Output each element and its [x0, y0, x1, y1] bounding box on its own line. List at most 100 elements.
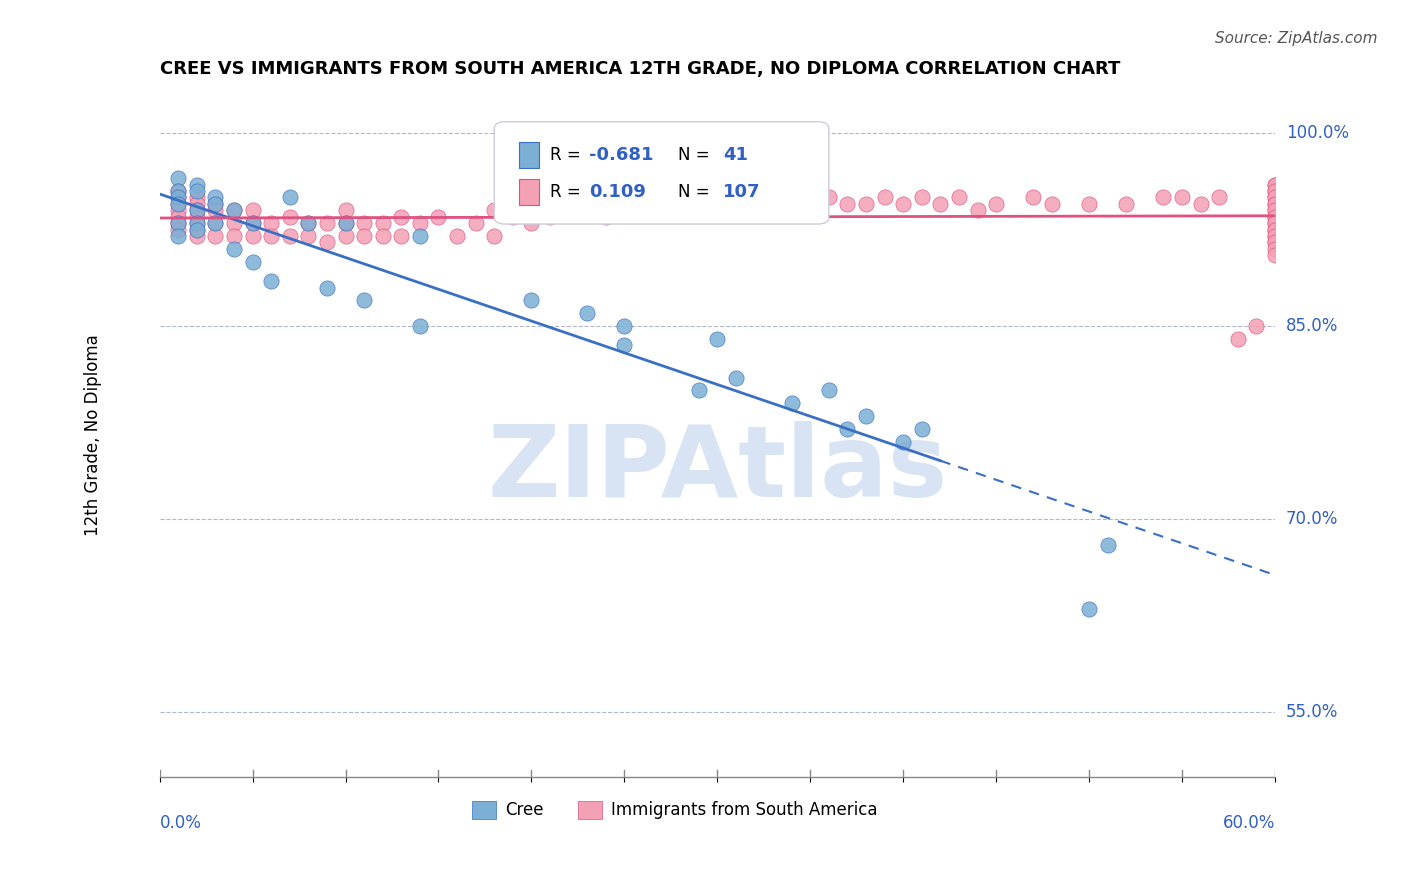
Point: [316, 216, 339, 230]
Point: [409, 216, 432, 230]
Bar: [578, 801, 602, 819]
Point: [167, 216, 190, 230]
Point: [427, 210, 450, 224]
Point: [1264, 203, 1286, 218]
Point: [855, 409, 877, 424]
Point: [1264, 178, 1286, 192]
Point: [762, 190, 785, 204]
Point: [1264, 184, 1286, 198]
Point: [520, 216, 543, 230]
Bar: [472, 801, 496, 819]
Point: [316, 235, 339, 250]
Point: [186, 210, 208, 224]
Point: [186, 178, 208, 192]
Text: 0.0%: 0.0%: [160, 814, 201, 832]
Point: [929, 197, 952, 211]
Point: [186, 229, 208, 244]
Point: [817, 384, 839, 398]
Point: [1264, 229, 1286, 244]
Point: [204, 197, 226, 211]
Point: [911, 190, 934, 204]
Point: [484, 203, 506, 218]
Point: [204, 216, 226, 230]
Point: [242, 254, 264, 268]
Point: [538, 210, 561, 224]
Point: [297, 216, 319, 230]
Point: [557, 203, 579, 218]
Point: [335, 203, 357, 218]
Point: [186, 216, 208, 230]
Point: [260, 274, 283, 288]
Point: [595, 210, 617, 224]
Point: [167, 222, 190, 236]
Bar: [519, 179, 538, 205]
Point: [837, 197, 859, 211]
Point: [222, 203, 245, 218]
Point: [1264, 203, 1286, 218]
Point: [389, 210, 412, 224]
Point: [335, 216, 357, 230]
Point: [1264, 222, 1286, 236]
Point: [167, 203, 190, 218]
Point: [576, 203, 599, 218]
Text: 12th Grade, No Diploma: 12th Grade, No Diploma: [84, 334, 101, 536]
Point: [837, 422, 859, 436]
Point: [1264, 210, 1286, 224]
Text: Source: ZipAtlas.com: Source: ZipAtlas.com: [1215, 31, 1378, 46]
Point: [204, 229, 226, 244]
Point: [186, 203, 208, 218]
Point: [167, 184, 190, 198]
Point: [1264, 184, 1286, 198]
Point: [167, 216, 190, 230]
Point: [651, 197, 673, 211]
Point: [706, 332, 728, 346]
Point: [186, 216, 208, 230]
Point: [966, 203, 988, 218]
Point: [484, 229, 506, 244]
Point: [724, 370, 747, 384]
Point: [1115, 197, 1137, 211]
Point: [576, 306, 599, 320]
Point: [204, 203, 226, 218]
Point: [1097, 538, 1119, 552]
Point: [167, 229, 190, 244]
Point: [1078, 197, 1101, 211]
Point: [1152, 190, 1174, 204]
Point: [1189, 197, 1212, 211]
Point: [167, 197, 190, 211]
Bar: [519, 142, 538, 168]
Point: [669, 197, 692, 211]
Text: Cree: Cree: [505, 801, 544, 819]
Point: [1264, 222, 1286, 236]
FancyBboxPatch shape: [495, 121, 828, 224]
Point: [1264, 197, 1286, 211]
Text: R =: R =: [550, 183, 586, 201]
Point: [222, 203, 245, 218]
Point: [389, 229, 412, 244]
Text: 0.109: 0.109: [589, 183, 645, 201]
Point: [242, 229, 264, 244]
Point: [260, 229, 283, 244]
Point: [1078, 602, 1101, 616]
Point: [520, 293, 543, 308]
Text: 85.0%: 85.0%: [1286, 318, 1339, 335]
Point: [631, 197, 654, 211]
Point: [278, 210, 301, 224]
Text: N =: N =: [678, 183, 716, 201]
Point: [297, 229, 319, 244]
Point: [297, 216, 319, 230]
Point: [446, 229, 468, 244]
Point: [167, 190, 190, 204]
Point: [353, 216, 375, 230]
Point: [613, 319, 636, 334]
Point: [316, 280, 339, 294]
Point: [353, 229, 375, 244]
Point: [222, 242, 245, 256]
Point: [613, 203, 636, 218]
Point: [335, 229, 357, 244]
Point: [371, 216, 394, 230]
Text: 107: 107: [723, 183, 761, 201]
Point: [204, 216, 226, 230]
Point: [1171, 190, 1194, 204]
Point: [1264, 210, 1286, 224]
